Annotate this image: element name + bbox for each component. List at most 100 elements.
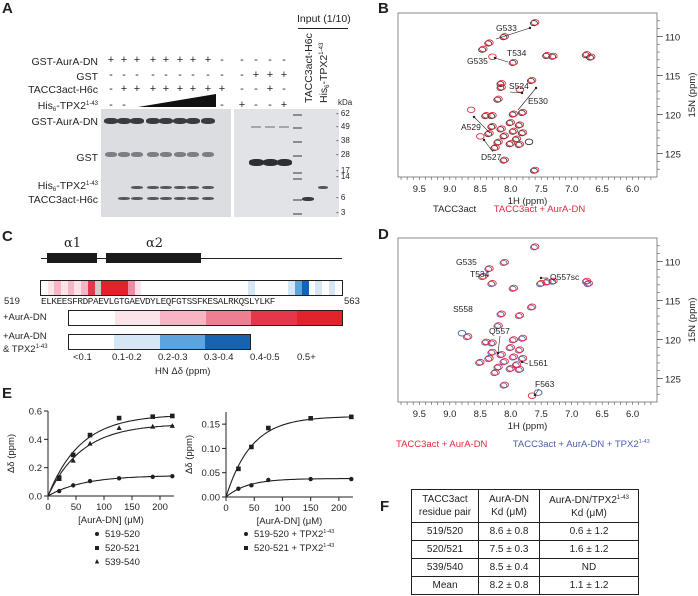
nmr-peak-contour <box>497 351 506 358</box>
nmr-peak-contour <box>508 111 517 118</box>
nmr-peak-contour <box>530 167 538 174</box>
condition-label-gst-aura-dn: GST-AurA-DN <box>31 56 98 68</box>
nmr-peak-contour <box>506 140 515 147</box>
header-line2: Kd (μM) <box>491 507 527 518</box>
nmr-peak-contour <box>499 34 508 41</box>
peak-annotation: T534 <box>470 269 490 279</box>
nmr-peak-contour <box>497 83 506 91</box>
band-tacc3act-h6c <box>147 197 159 200</box>
band-gst-contaminant <box>160 152 172 157</box>
nmr-peak-contour <box>515 140 525 148</box>
nmr-peak-contour <box>488 280 497 287</box>
ladder-band <box>293 127 302 129</box>
arrow-head <box>520 91 524 95</box>
x-tick-label: 0 <box>45 502 50 513</box>
cell-residue-pair: 520/521 <box>411 540 479 559</box>
header-line2: Kd (μM) <box>571 508 607 519</box>
nmr-peak-contour <box>499 382 508 389</box>
nmr-peak-contour <box>530 166 540 174</box>
y-tick-label: 0.05 <box>202 468 221 479</box>
nmr-peak-contour <box>500 358 509 365</box>
residue-shift-cell <box>87 281 95 295</box>
nmr-peak-contour <box>499 133 508 140</box>
cell-aura-tpx2-kd: 0.6 ± 1.2 <box>539 522 639 541</box>
band-his6-tpx2 <box>202 186 214 189</box>
plus-sign: + <box>189 54 197 66</box>
annotation-arrow <box>497 335 501 354</box>
band-gst-contaminant <box>105 152 117 157</box>
marker-label: - 49 <box>336 122 350 131</box>
legend-label: 520-521 + TPX21-43 <box>254 543 334 554</box>
scale-label-line1: +AurA-DN <box>3 331 47 342</box>
nmr-peak-contour <box>511 136 520 143</box>
residue-shift-cell <box>194 281 202 295</box>
residue-shift-cell <box>208 281 216 295</box>
minus-sign: - <box>254 83 258 95</box>
band-gst-aura-dn <box>201 118 215 124</box>
nmr-peak-contour <box>543 278 552 285</box>
residue-shift-cell <box>248 281 256 295</box>
marker-label: - 14 <box>336 172 350 181</box>
band-input-tpx2 <box>318 186 328 189</box>
ladder-band <box>293 114 302 116</box>
y-tick-label: 0.15 <box>202 420 221 431</box>
nmr-peak-contour <box>491 144 500 151</box>
nmr-peak-contour <box>496 84 505 91</box>
tpx-sup: 1-43 <box>35 344 48 350</box>
band-label-gst: GST <box>76 152 98 164</box>
nmr-peak-contour <box>526 304 535 311</box>
plus-sign: + <box>189 83 197 95</box>
header-text: AurA-DN/TPX2 <box>549 495 617 506</box>
data-point-square <box>308 416 313 421</box>
x-tick-label: 7.5 <box>535 184 548 195</box>
residue-shift-cell <box>174 281 182 295</box>
scale-label-tpx2: +AurA-DN & TPX21-43 <box>3 332 48 355</box>
residue-shift-cell <box>328 281 336 295</box>
band-tacc3act-h6c <box>160 197 172 200</box>
y-tick-label: 0.6 <box>29 407 42 418</box>
nmr-peak-contour <box>517 109 526 116</box>
data-point-square <box>70 452 76 458</box>
nmr-peak-contour <box>487 124 496 131</box>
ladder-band <box>293 178 302 180</box>
plus-sign: + <box>218 83 226 95</box>
minus-sign: - <box>220 54 224 66</box>
nmr-peak-contour <box>548 278 557 285</box>
nmr-peak-contour <box>515 86 525 93</box>
panel-label-e: E <box>2 385 13 402</box>
nmr-peak-contour <box>497 310 506 318</box>
scale-bin-aura <box>296 311 342 325</box>
band-gst-contaminant <box>202 152 214 157</box>
nmr-peak-contour <box>518 129 528 136</box>
y-tick-label: 0.00 <box>202 493 221 504</box>
band-tacc3act-h6c <box>131 197 143 200</box>
scale-axis-label: HN Δδ (ppm) <box>155 366 211 377</box>
kd-table-row: 519/520 8.6 ± 0.8 0.6 ± 1.2 <box>411 522 639 541</box>
ladder-band <box>293 213 302 215</box>
arrow-head <box>528 26 532 30</box>
residue-shift-cell <box>221 281 229 295</box>
data-point-circle <box>308 476 313 482</box>
nmr-peak-contour <box>457 330 467 337</box>
nmr-peak-contour <box>485 265 494 272</box>
legend-entry: TACC3act + AurA-DN + TPX21-43 <box>513 439 650 450</box>
minus-sign: - <box>220 99 224 111</box>
nmr-peak-contour <box>508 128 517 135</box>
cell-aura-kd: 8.6 ± 0.8 <box>478 522 540 541</box>
plus-sign: + <box>176 83 184 95</box>
sequence-text: ELKEESFRDPAEVLGTGAEVDYLEQFGTSSFKESALRKQS… <box>41 296 275 307</box>
nmr-peak-contour <box>514 122 523 129</box>
band-gst-contaminant <box>187 152 199 157</box>
band-gst-aura-dn <box>173 118 187 124</box>
bin-label: 0.1-0.2 <box>112 352 142 363</box>
condition-label-tacc3act-h6c: TACC3act-H6c <box>28 84 98 96</box>
data-point-circle <box>71 483 76 488</box>
nmr-peak-contour <box>517 335 526 342</box>
x-tick-label: 100 <box>96 502 112 513</box>
x-tick-label: 50 <box>71 502 82 513</box>
data-point-circle <box>150 474 155 480</box>
nmr-peak-contour <box>478 274 487 281</box>
data-point-square <box>87 432 93 438</box>
kd-table-header: TACC3act residue pair AurA-DN Kd (μM) AurA… <box>411 489 639 523</box>
residue-shift-cell <box>321 281 329 295</box>
